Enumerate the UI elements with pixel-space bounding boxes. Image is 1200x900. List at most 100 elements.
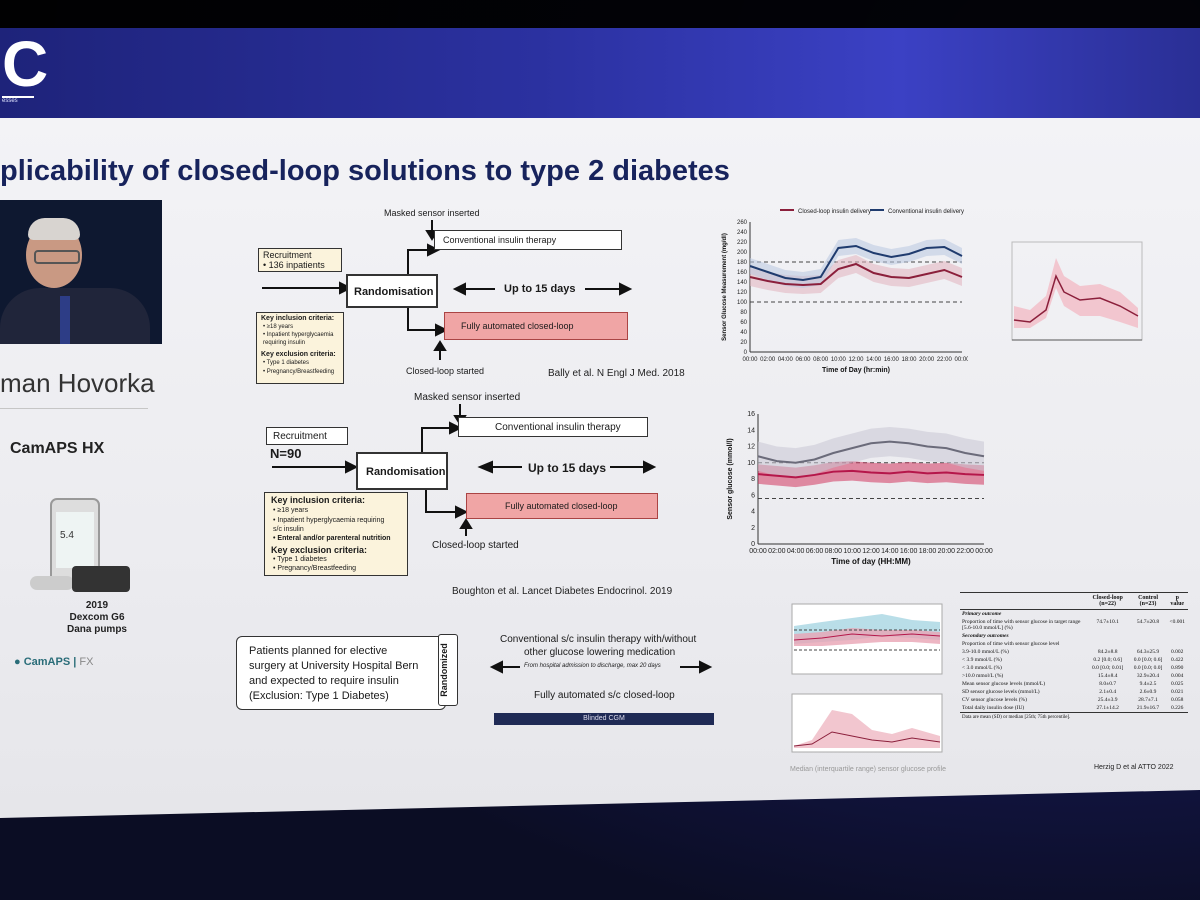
study3-blinded-label: Blinded CGM — [583, 715, 625, 722]
y-tick-label: 60 — [740, 320, 747, 326]
y-tick-label: 12 — [747, 444, 755, 451]
table-cell — [1130, 610, 1167, 619]
x-tick-label: 14:00 — [866, 357, 882, 363]
y-tick-label: 40 — [740, 330, 747, 336]
x-axis-label: Time of day (HH:MM) — [831, 557, 911, 566]
x-tick-label: 16:00 — [900, 548, 918, 555]
x-tick-label: 18:00 — [901, 357, 917, 363]
table-header-cell — [960, 593, 1086, 610]
table-cell: 3.9-10.0 mmol/L (%) — [962, 649, 1009, 655]
table-row: Proportion of time with sensor glucose l… — [960, 640, 1188, 648]
table-cell: 2.1±0.4 — [1099, 689, 1117, 695]
study3-period-label: From hospital admission to discharge, ma… — [524, 663, 661, 669]
table-cell: 8.0±0.7 — [1099, 681, 1117, 687]
table-cell — [1086, 610, 1130, 619]
table-cell: 74.7±10.1 — [1096, 619, 1119, 625]
y-tick-label: 4 — [751, 509, 755, 516]
table-row: 3.9-10.0 mmol/L (%) 84.2±8.8 64.3±25.9 0.00… — [960, 648, 1188, 656]
table-cell: 0.2 [0.0; 0.6] — [1093, 657, 1122, 663]
x-tick-label: 00:00 — [742, 357, 758, 363]
table-cell — [1166, 640, 1188, 648]
study3-closed-loop-label: Fully automated s/c closed-loop — [534, 690, 675, 701]
table-cell: 0.422 — [1171, 657, 1184, 663]
table-cell: 2.6±0.9 — [1139, 689, 1157, 695]
study3-blinded-cgm-bar: Blinded CGM — [494, 713, 714, 725]
table-cell: 32.9±20.4 — [1136, 673, 1160, 679]
x-tick-label: 12:00 — [848, 357, 864, 363]
table-row: CV sensor glucose levels (%) 25.4±3.9 28.7… — [960, 696, 1188, 704]
table-cell: Proportion of time with sensor glucose l… — [962, 641, 1060, 647]
y-tick-label: 180 — [737, 260, 748, 266]
y-tick-label: 2 — [751, 525, 755, 532]
y-tick-label: 0 — [744, 350, 748, 356]
x-tick-label: 08:00 — [813, 357, 829, 363]
table-cell: 0.0 [0.0; 0.6] — [1133, 657, 1163, 663]
table-cell — [1086, 632, 1130, 640]
x-tick-label: 00:00 — [749, 548, 767, 555]
y-tick-label: 8 — [751, 476, 755, 483]
x-axis-label: Time of Day (hr:min) — [822, 367, 890, 374]
y-tick-label: 80 — [740, 310, 747, 316]
x-tick-label: 20:00 — [938, 548, 956, 555]
y-tick-label: 10 — [747, 460, 755, 467]
y-tick-label: 200 — [737, 250, 748, 256]
table-header-cell: Closed-loop (n=22) — [1092, 595, 1123, 607]
table-header-cell: p value — [1170, 595, 1185, 607]
table-row: Primary outcome — [960, 610, 1188, 619]
table-cell: < 3.9 mmol/L (%) — [962, 657, 1002, 663]
x-tick-label: 20:00 — [919, 357, 935, 363]
y-tick-label: 120 — [737, 290, 748, 296]
y-tick-label: 140 — [737, 280, 748, 286]
y-tick-label: 220 — [737, 240, 748, 246]
y-tick-label: 16 — [747, 411, 755, 418]
table-cell: 84.2±8.8 — [1097, 649, 1118, 655]
y-tick-label: 0 — [751, 541, 755, 548]
x-tick-label: 02:00 — [768, 548, 786, 555]
x-tick-label: 22:00 — [956, 548, 974, 555]
y-tick-label: 240 — [737, 230, 748, 236]
table-cell: 0.004 — [1171, 673, 1184, 679]
table-header-cell: Control (n=23) — [1138, 595, 1158, 607]
x-tick-label: 16:00 — [884, 357, 900, 363]
x-tick-label: 10:00 — [843, 548, 861, 555]
table-row: < 3.9 mmol/L (%) 0.2 [0.0; 0.6] 0.0 [0.0; … — [960, 656, 1188, 664]
table-footnote-row: Data are mean (SD) or median [25th; 75th… — [960, 712, 1188, 723]
table-cell: >10.0 mmol/L (%) — [962, 673, 1004, 679]
table-row: Total daily insulin dose (IU) 27.1±14.2 21… — [960, 704, 1188, 713]
study3-insulin-chart — [791, 693, 943, 753]
legend-label: Closed-loop insulin delivery — [798, 209, 871, 215]
table-cell: 21.9±16.7 — [1136, 705, 1160, 711]
y-axis-label: Sensor Glucose Measurement (mg/dl) — [722, 233, 728, 341]
table-cell — [1130, 632, 1167, 640]
inset-band — [1014, 258, 1138, 328]
chart-inset-profile — [1011, 241, 1143, 341]
x-tick-label: 04:00 — [787, 548, 805, 555]
table-cell: Proportion of time with sensor glucose i… — [962, 619, 1081, 631]
table-cell: 27.1±14.2 — [1096, 705, 1119, 711]
x-tick-label: 12:00 — [862, 548, 880, 555]
table-cell: Total daily insulin dose (IU) — [962, 705, 1025, 711]
table-cell: < 3.0 mmol/L (%) — [962, 665, 1002, 671]
study3-chart-caption: Median (interquartile range) sensor gluc… — [790, 766, 947, 773]
table-cell: 64.3±25.9 — [1136, 649, 1160, 655]
table-cell: 15.4±8.4 — [1097, 673, 1118, 679]
x-tick-label: 02:00 — [760, 357, 776, 363]
table-cell: Primary outcome — [962, 611, 1002, 617]
table-cell: 0.890 — [1171, 665, 1184, 671]
table-cell: 0.002 — [1171, 649, 1184, 655]
table-cell: <0.001 — [1169, 619, 1185, 625]
table-row: Secondary outcomes — [960, 632, 1188, 640]
table-row: SD sensor glucose levels (mmol/L) 2.1±0.4… — [960, 688, 1188, 696]
x-tick-label: 14:00 — [881, 548, 899, 555]
x-tick-label: 06:00 — [795, 357, 811, 363]
table-cell: 0.058 — [1171, 697, 1184, 703]
table-cell — [1130, 640, 1167, 648]
table-row: Proportion of time with sensor glucose i… — [960, 618, 1188, 632]
table-cell — [1166, 632, 1188, 640]
table-cell: 54.7±20.8 — [1136, 619, 1160, 625]
y-tick-label: 6 — [751, 492, 755, 499]
table-footnote: Data are mean (SD) or median [25th; 75th… — [962, 715, 1071, 720]
study3-citation: Herzig D et al ATTO 2022 — [1094, 764, 1174, 771]
